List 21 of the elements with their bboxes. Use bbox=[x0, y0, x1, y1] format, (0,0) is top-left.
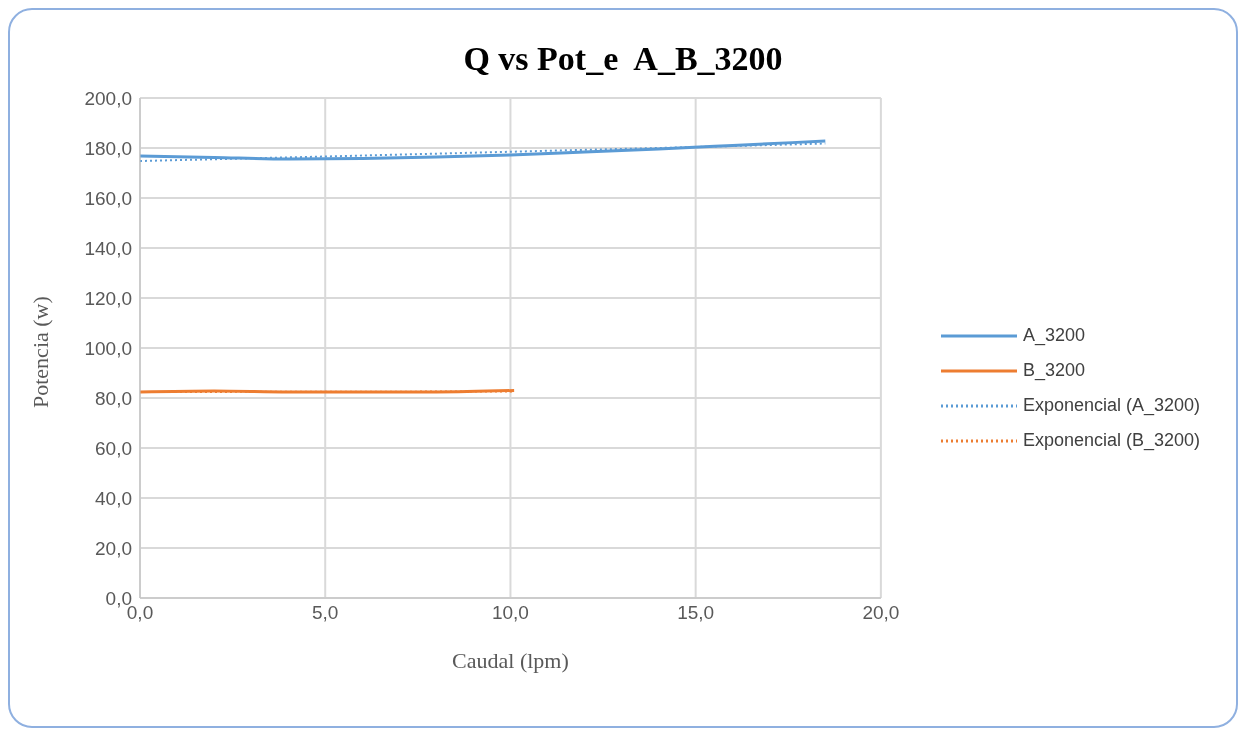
legend-label: B_3200 bbox=[1022, 360, 1085, 381]
y-tick-label: 160,0 bbox=[84, 187, 132, 209]
y-tick-label: 60,0 bbox=[95, 437, 132, 459]
y-tick-label: 80,0 bbox=[95, 387, 132, 409]
y-axis-title: Potencia (w) bbox=[27, 296, 53, 408]
x-tick-label: 5,0 bbox=[312, 602, 339, 624]
x-axis-title: Caudal (lpm) bbox=[452, 648, 569, 673]
legend-label: Exponencial (B_3200) bbox=[1022, 430, 1200, 451]
legend-label: A_3200 bbox=[1022, 325, 1085, 346]
chart-title: Q vs Pot_e A_B_3200 bbox=[462, 40, 784, 78]
y-tick-label: 140,0 bbox=[84, 237, 132, 259]
x-tick-label: 20,0 bbox=[862, 602, 900, 624]
x-tick-label: 10,0 bbox=[491, 602, 529, 624]
y-tick-label: 40,0 bbox=[95, 487, 132, 509]
y-tick-label: 20,0 bbox=[95, 537, 132, 559]
legend-label: Exponencial (A_3200) bbox=[1022, 395, 1200, 416]
y-tick-label: 120,0 bbox=[84, 287, 132, 309]
y-tick-label: 200,0 bbox=[84, 87, 132, 109]
y-tick-label: 100,0 bbox=[84, 337, 132, 359]
y-tick-label: 180,0 bbox=[84, 137, 132, 159]
x-tick-label: 15,0 bbox=[677, 602, 715, 624]
